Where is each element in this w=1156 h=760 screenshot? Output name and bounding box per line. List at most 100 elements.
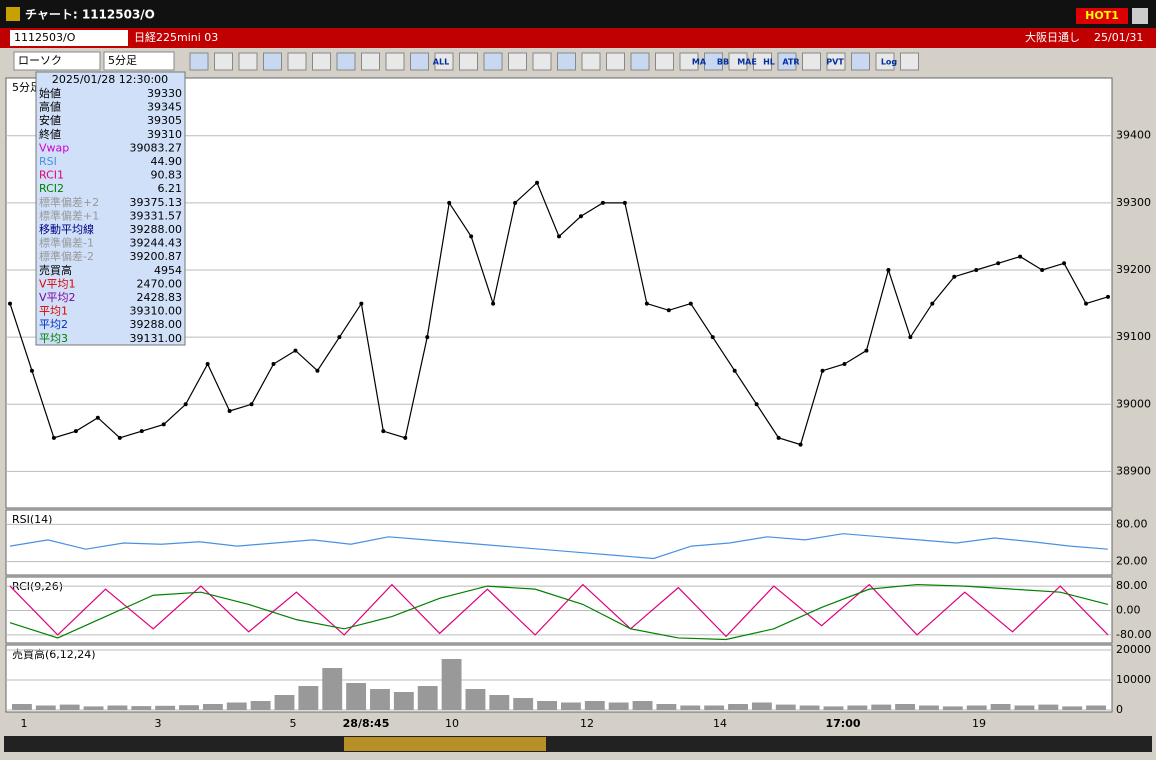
price-point [820,368,825,373]
tool-icon [312,52,331,71]
close-button[interactable] [1132,8,1148,24]
info-value: 6.21 [158,182,183,195]
symbol-input[interactable] [10,30,128,46]
volume-bar [489,695,510,710]
chart-type: ローソク [18,54,62,67]
price-point [183,402,188,407]
tool-icon [214,52,233,71]
tool-icon [557,52,576,71]
tool-icon [875,52,895,71]
volume-bar [537,701,557,710]
price-point [974,268,979,272]
tool-icon [851,52,870,71]
tool-icon [606,52,625,71]
volume-bar [823,706,844,710]
tool-icon [410,52,429,71]
price-point [798,442,803,447]
info-value: 39131.00 [130,332,183,345]
tool-icon [679,52,699,71]
price-point [95,415,100,420]
price-point [315,368,320,373]
rsi-line [9,533,1109,560]
hot-button[interactable] [1076,8,1128,24]
session: 大阪日通し [1025,30,1080,44]
info-label: V平均1 [39,277,76,290]
info-datetime: 2025/01/28 12:30:00 [52,73,168,86]
y-tick-label: 20.00 [1116,555,1148,568]
price-point [117,435,122,440]
price-point [139,429,144,434]
volume-bar [441,659,462,710]
info-label: RCI2 [39,182,64,195]
x-tick-label: 14 [713,717,727,730]
volume-bar [919,705,939,710]
tool-label: PVT [826,58,844,67]
price-point [908,335,913,340]
tool-label: BB [717,58,729,67]
price-point [1018,254,1023,259]
price-point [513,200,518,205]
tool-icon [802,52,821,71]
volume-bar [465,689,486,710]
x-tick-label: 5 [290,717,297,730]
volume-bar [35,705,56,710]
info-label: 標準偏差+1 [39,208,99,222]
info-label: 平均2 [39,318,68,331]
tool-icon [777,52,797,71]
info-label: Vwap [39,141,69,154]
title-bar [0,0,1156,28]
info-value: 4954 [154,264,182,277]
x-tick-label: 28/8:45 [343,717,390,730]
info-value: 44.90 [151,155,183,168]
tool-icon [581,52,601,71]
price-panel [5,77,1113,509]
info-value: 2470.00 [137,277,183,290]
price-point [161,422,166,427]
price-point [271,362,276,366]
volume-bar [728,704,748,710]
tool-label: Log [881,58,898,67]
volume-bar [990,704,1011,710]
volume-bar [608,702,629,710]
x-tick-label: 12 [580,717,594,730]
info-value: 39310.00 [130,305,183,318]
symbol-text: 1112503/O [14,31,76,44]
volume-bar [561,702,581,710]
x-tick-label: 3 [155,717,162,730]
volume-bar [370,689,390,710]
tool-icon [483,52,503,71]
period-select[interactable] [103,51,175,71]
info-label: 売買高 [39,263,72,277]
price-point [491,301,496,306]
info-value: 39305 [147,114,182,127]
scroll-thumb[interactable] [344,737,546,751]
date: 25/01/31 [1094,31,1143,44]
volume-bar [1086,705,1106,710]
info-label: 平均1 [39,305,68,318]
price-point [227,409,232,413]
price-point [1084,301,1089,306]
price-point [557,234,561,239]
volume-bar [966,705,987,710]
info-value: 39200.87 [130,250,183,263]
price-point [688,301,693,306]
info-label: 安値 [39,113,61,127]
info-label: 終値 [39,127,61,141]
scrollbar[interactable] [4,736,1152,752]
y-tick-label: 80.00 [1116,579,1148,592]
tool-icon [336,52,356,71]
volume-bar [417,686,438,710]
volume-bar [226,702,247,710]
info-value: 39345 [147,101,182,114]
rci-line [9,583,1109,641]
y-tick-label: 39200 [1116,263,1151,276]
volume-bar [775,704,796,710]
info-value: 39331.57 [130,209,183,222]
chart-type-select[interactable] [13,51,101,71]
volume-bar [513,698,534,710]
tool-icon [655,52,674,71]
tool-icon [753,52,772,71]
y-tick-label: 39400 [1116,129,1151,142]
volume-bar [799,705,820,710]
y-tick-label: 0.00 [1116,604,1141,617]
